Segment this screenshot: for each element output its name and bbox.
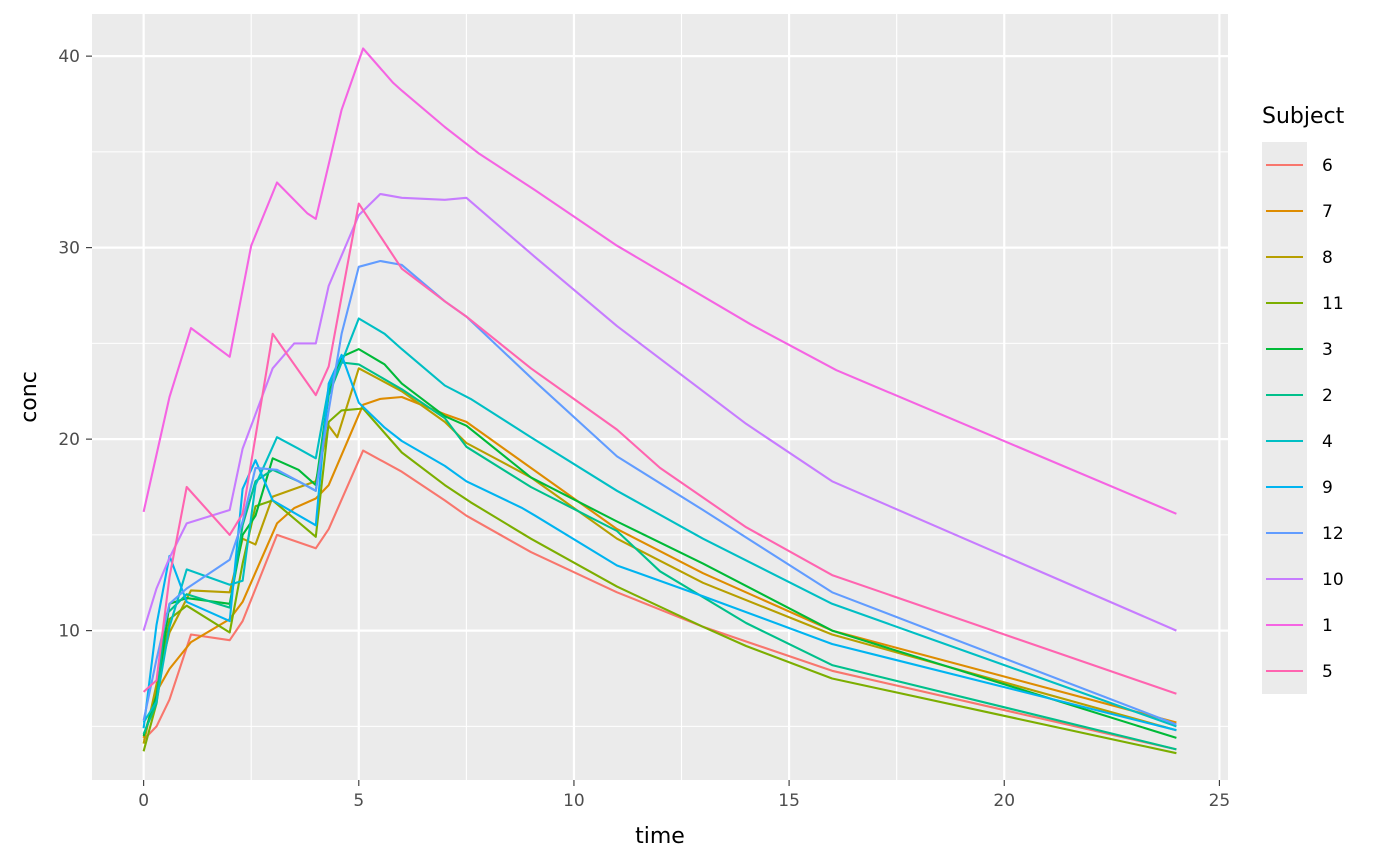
legend-label: 6 bbox=[1322, 156, 1333, 176]
legend-key-background bbox=[1262, 142, 1307, 694]
legend-title: Subject bbox=[1262, 104, 1345, 129]
legend-item-9: 9 bbox=[1266, 478, 1333, 498]
legend-item-10: 10 bbox=[1266, 570, 1344, 590]
legend-item-4: 4 bbox=[1266, 432, 1333, 452]
x-tick-label: 0 bbox=[138, 791, 149, 811]
y-tick-label: 20 bbox=[58, 430, 80, 450]
y-tick-label: 40 bbox=[58, 47, 80, 67]
series-line-8 bbox=[142, 367, 1177, 744]
series-line-11 bbox=[142, 407, 1177, 755]
legend-label: 10 bbox=[1322, 570, 1344, 590]
panel-background bbox=[92, 14, 1228, 780]
legend: Subject 6 7 8 11 3 2 4 9 12 10 1 5 bbox=[1262, 104, 1345, 694]
legend-item-6: 6 bbox=[1266, 156, 1333, 176]
series-lines bbox=[142, 47, 1177, 755]
legend-label: 7 bbox=[1322, 202, 1333, 222]
legend-label: 12 bbox=[1322, 524, 1344, 544]
legend-label: 1 bbox=[1322, 616, 1333, 636]
major-gridlines bbox=[92, 14, 1228, 780]
x-axis: 0 5 10 15 20 25 bbox=[138, 780, 1230, 811]
series-line-2 bbox=[142, 361, 1177, 751]
legend-label: 4 bbox=[1322, 432, 1333, 452]
series-line-5 bbox=[142, 202, 1177, 695]
y-axis-title: conc bbox=[17, 371, 42, 423]
legend-label: 8 bbox=[1322, 248, 1333, 268]
x-tick-label: 5 bbox=[353, 791, 364, 811]
legend-item-1: 1 bbox=[1266, 616, 1333, 636]
series-line-7 bbox=[142, 395, 1177, 739]
x-tick-label: 25 bbox=[1209, 791, 1231, 811]
legend-label: 3 bbox=[1322, 340, 1333, 360]
x-tick-label: 15 bbox=[778, 791, 800, 811]
legend-label: 2 bbox=[1322, 386, 1333, 406]
legend-item-2: 2 bbox=[1266, 386, 1333, 406]
legend-item-12: 12 bbox=[1266, 524, 1344, 544]
legend-items: 6 7 8 11 3 2 4 9 12 10 1 5 bbox=[1266, 156, 1344, 682]
series-line-10 bbox=[142, 192, 1177, 632]
legend-item-5: 5 bbox=[1266, 662, 1333, 682]
legend-label: 9 bbox=[1322, 478, 1333, 498]
legend-item-7: 7 bbox=[1266, 202, 1333, 222]
y-axis: 10 20 30 40 bbox=[58, 47, 92, 642]
series-line-9 bbox=[142, 353, 1177, 732]
legend-item-3: 3 bbox=[1266, 340, 1333, 360]
x-tick-label: 10 bbox=[563, 791, 585, 811]
legend-item-8: 8 bbox=[1266, 248, 1333, 268]
series-line-1 bbox=[142, 47, 1177, 515]
legend-item-11: 11 bbox=[1266, 294, 1344, 314]
series-line-12 bbox=[142, 259, 1177, 726]
x-tick-label: 20 bbox=[993, 791, 1015, 811]
legend-label: 11 bbox=[1322, 294, 1344, 314]
y-tick-label: 10 bbox=[58, 622, 80, 642]
x-axis-title: time bbox=[635, 824, 685, 849]
y-tick-label: 30 bbox=[58, 239, 80, 259]
legend-label: 5 bbox=[1322, 662, 1333, 682]
